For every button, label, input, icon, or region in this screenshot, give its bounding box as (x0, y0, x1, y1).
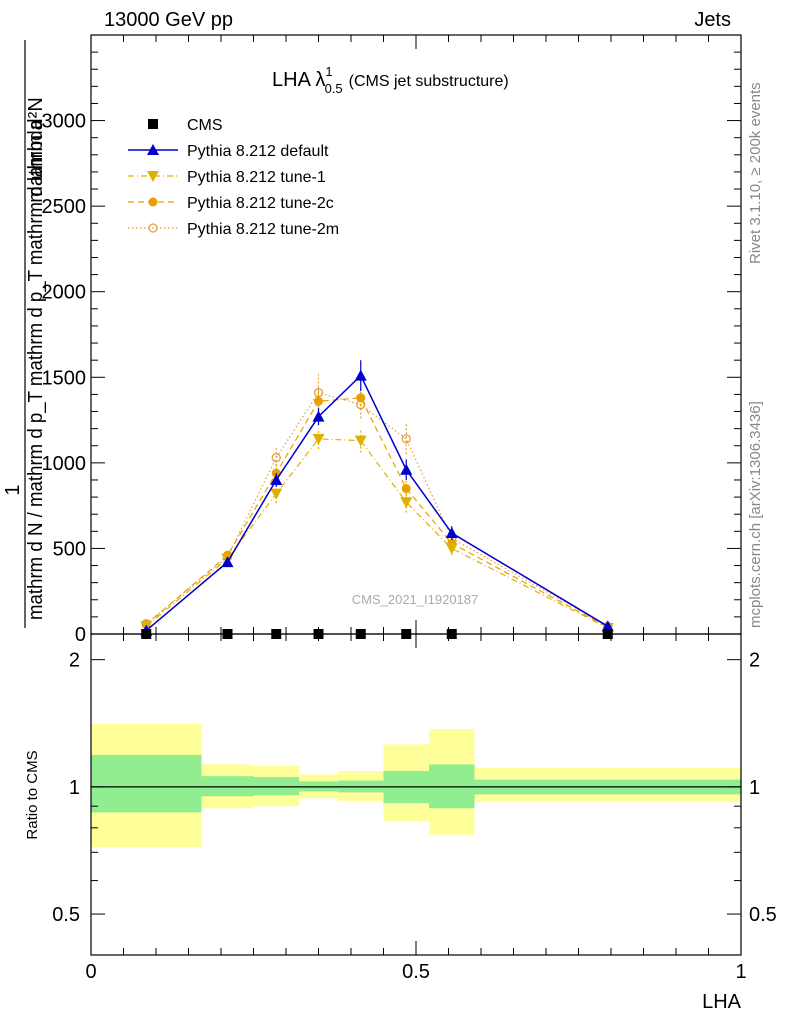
cms-point (446, 629, 457, 639)
ratio-y-tick-label: 2 (69, 650, 80, 672)
series-1 (140, 360, 614, 636)
ylabel-main: mathrm d N / mathrm d p_T mathrm d lambd… (25, 219, 47, 620)
legend-marker (147, 171, 159, 182)
band-inner-2 (253, 777, 299, 796)
ylabel-prefix: 1 (2, 484, 24, 495)
data-point (401, 434, 411, 444)
y-tick-label: 3000 (42, 111, 87, 133)
legend-item-4: Pythia 8.212 tune-2m (128, 221, 339, 238)
band-inner-0 (91, 754, 202, 813)
ylabel-denominator: mathrm d N / mathrm d p_T mathrm d p_T m… (25, 119, 47, 620)
data-point (400, 497, 413, 509)
legend-item-1: Pythia 8.212 default (128, 143, 329, 160)
data-point (401, 484, 411, 494)
legend-marker (148, 119, 158, 129)
legend-marker (148, 223, 158, 233)
header-right: Jets (694, 9, 731, 31)
ratio-y-tick-label: 1 (69, 777, 80, 799)
legend-label: Pythia 8.212 default (187, 143, 329, 160)
series-line (145, 397, 609, 628)
cms-point (602, 629, 613, 639)
cms-point (313, 629, 324, 639)
cms-point (222, 629, 233, 639)
series-0 (141, 629, 613, 639)
data-point (221, 556, 234, 568)
data-point (312, 433, 325, 445)
mcplots-label: mcplots.cern.ch [arXiv:1306.3436] (747, 401, 764, 628)
y-tick-label: 2000 (42, 282, 87, 304)
band-inner-1 (201, 776, 254, 797)
data-point (356, 393, 366, 403)
rivet-label: Rivet 3.1.10, ≥ 200k events (747, 82, 764, 264)
data-point (270, 473, 283, 485)
data-point (445, 543, 458, 555)
data-point (314, 396, 323, 406)
series-line (145, 374, 609, 632)
legend-item-0: CMS (148, 117, 223, 134)
data-point (354, 435, 367, 447)
data-point (271, 453, 281, 463)
y-tick-label: 1500 (42, 367, 87, 389)
data-point (312, 410, 325, 422)
chart-title: LHA λ1 0.5 (CMS jet substructure) (272, 64, 509, 96)
legend: CMS Pythia 8.212 default Pythia 8.212 tune… (128, 117, 339, 238)
cms-point (355, 629, 366, 639)
y-tick-label: 2500 (42, 196, 87, 218)
ratio-y-tick-label-right: 1 (749, 777, 760, 799)
x-axis-label: LHA (702, 991, 742, 1013)
header-left: 13000 GeV pp (104, 9, 233, 31)
data-point (445, 527, 458, 539)
legend-label: Pythia 8.212 tune-1 (187, 169, 326, 186)
ratio-y-tick-label-right: 0.5 (749, 904, 777, 926)
legend-label: Pythia 8.212 tune-2m (187, 221, 339, 238)
ratio-y-tick-label: 0.5 (52, 904, 80, 926)
data-point (354, 369, 367, 381)
analysis-label: CMS_2021_I1920187 (352, 592, 479, 607)
ratio-bands (91, 723, 741, 848)
axes: 0 500 1000 1500 2000 2500 3000 0 0.5 1 0.5 0.5 1 1 2 2 (42, 34, 777, 983)
data-point (601, 620, 614, 632)
ylabel-numerator: mathrm d²N (25, 97, 47, 203)
series (140, 360, 614, 639)
data-point (270, 488, 283, 500)
legend-marker (148, 197, 158, 207)
y-tick-label: 500 (53, 538, 86, 560)
legend-item-2: Pythia 8.212 tune-1 (128, 169, 326, 186)
y-tick-label: 0 (75, 624, 86, 646)
cms-point (401, 629, 412, 639)
x-tick-label: 0.5 (402, 961, 430, 983)
legend-marker (147, 144, 159, 155)
legend-item-3: Pythia 8.212 tune-2c (128, 195, 334, 212)
ratio-y-tick-label-right: 2 (749, 650, 760, 672)
y-tick-label: 1000 (42, 453, 87, 475)
data-point (400, 463, 413, 475)
x-tick-label: 0 (85, 961, 96, 983)
cms-point (141, 629, 152, 639)
ratio-ylabel: Ratio to CMS (24, 750, 41, 839)
x-tick-label: 1 (735, 961, 746, 983)
cms-point (271, 629, 282, 639)
legend-label: CMS (187, 117, 223, 134)
legend-label: Pythia 8.212 tune-2c (187, 195, 334, 212)
